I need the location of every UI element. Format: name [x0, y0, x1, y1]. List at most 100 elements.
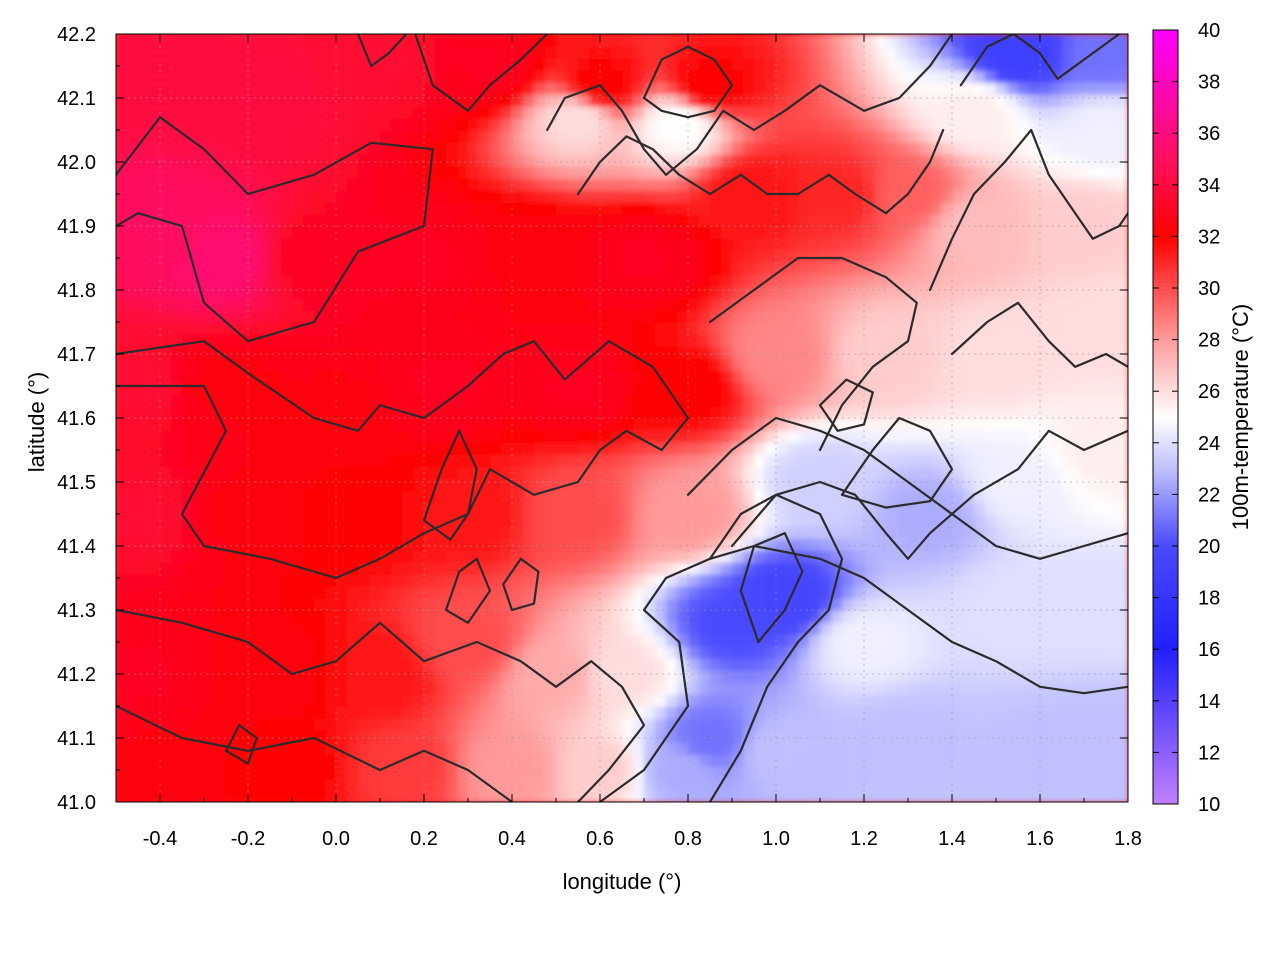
field-cell — [721, 514, 733, 527]
field-cell — [886, 430, 898, 443]
field-cell — [325, 154, 337, 167]
field-cell — [446, 694, 458, 707]
field-cell — [303, 286, 315, 299]
field-cell — [578, 634, 590, 647]
field-cell — [413, 274, 425, 287]
field-cell — [930, 706, 942, 719]
field-cell — [347, 658, 359, 671]
field-cell — [391, 538, 403, 551]
field-cell — [732, 694, 744, 707]
field-cell — [853, 742, 865, 755]
field-cell — [809, 418, 821, 431]
field-cell — [787, 334, 799, 347]
field-cell — [930, 274, 942, 287]
field-cell — [754, 730, 766, 743]
field-cell — [380, 538, 392, 551]
field-cell — [644, 310, 656, 323]
field-cell — [336, 502, 348, 515]
field-cell — [1007, 538, 1019, 551]
field-cell — [281, 514, 293, 527]
field-cell — [798, 514, 810, 527]
field-cell — [787, 562, 799, 575]
field-cell — [534, 514, 546, 527]
field-cell — [644, 466, 656, 479]
field-cell — [699, 190, 711, 203]
field-cell — [754, 286, 766, 299]
field-cell — [1095, 622, 1107, 635]
field-cell — [897, 442, 909, 455]
field-cell — [292, 202, 304, 215]
field-cell — [600, 358, 612, 371]
field-cell — [1051, 286, 1063, 299]
field-cell — [820, 754, 832, 767]
field-cell — [622, 682, 634, 695]
field-cell — [1062, 694, 1074, 707]
field-cell — [303, 562, 315, 575]
field-cell — [820, 778, 832, 791]
field-cell — [446, 538, 458, 551]
field-cell — [292, 274, 304, 287]
field-cell — [644, 418, 656, 431]
field-cell — [776, 298, 788, 311]
field-cell — [380, 478, 392, 491]
field-cell — [820, 190, 832, 203]
field-cell — [875, 286, 887, 299]
field-cell — [864, 274, 876, 287]
field-cell — [699, 730, 711, 743]
field-cell — [369, 274, 381, 287]
field-cell — [1051, 166, 1063, 179]
field-cell — [721, 790, 733, 802]
field-cell — [1051, 226, 1063, 239]
field-cell — [402, 178, 414, 191]
field-cell — [413, 166, 425, 179]
field-cell — [831, 226, 843, 239]
field-cell — [688, 682, 700, 695]
field-cell — [941, 574, 953, 587]
field-cell — [666, 334, 678, 347]
field-cell — [611, 262, 623, 275]
field-cell — [281, 634, 293, 647]
field-cell — [501, 430, 513, 443]
field-cell — [776, 742, 788, 755]
field-cell — [292, 610, 304, 623]
field-cell — [600, 322, 612, 335]
field-cell — [358, 610, 370, 623]
field-cell — [534, 490, 546, 503]
field-cell — [1062, 214, 1074, 227]
field-cell — [116, 730, 128, 743]
field-cell — [952, 214, 964, 227]
field-cell — [270, 502, 282, 515]
field-cell — [446, 274, 458, 287]
field-cell — [391, 610, 403, 623]
field-cell — [655, 322, 667, 335]
field-cell — [677, 586, 689, 599]
field-cell — [248, 358, 260, 371]
field-cell — [963, 682, 975, 695]
field-cell — [292, 442, 304, 455]
field-cell — [1117, 526, 1128, 539]
field-cell — [952, 790, 964, 802]
field-cell — [369, 154, 381, 167]
field-cell — [446, 670, 458, 683]
field-cell — [1117, 262, 1128, 275]
field-cell — [523, 742, 535, 755]
field-cell — [776, 718, 788, 731]
field-cell — [688, 154, 700, 167]
field-cell — [556, 538, 568, 551]
field-cell — [160, 142, 172, 155]
field-cell — [149, 214, 161, 227]
field-cell — [380, 394, 392, 407]
field-cell — [963, 718, 975, 731]
field-cell — [226, 514, 238, 527]
field-cell — [534, 322, 546, 335]
field-cell — [149, 190, 161, 203]
field-cell — [853, 622, 865, 635]
field-cell — [138, 286, 150, 299]
field-cell — [457, 574, 469, 587]
field-cell — [765, 274, 777, 287]
field-cell — [754, 478, 766, 491]
field-cell — [952, 766, 964, 779]
field-cell — [281, 598, 293, 611]
field-cell — [732, 586, 744, 599]
field-cell — [336, 562, 348, 575]
